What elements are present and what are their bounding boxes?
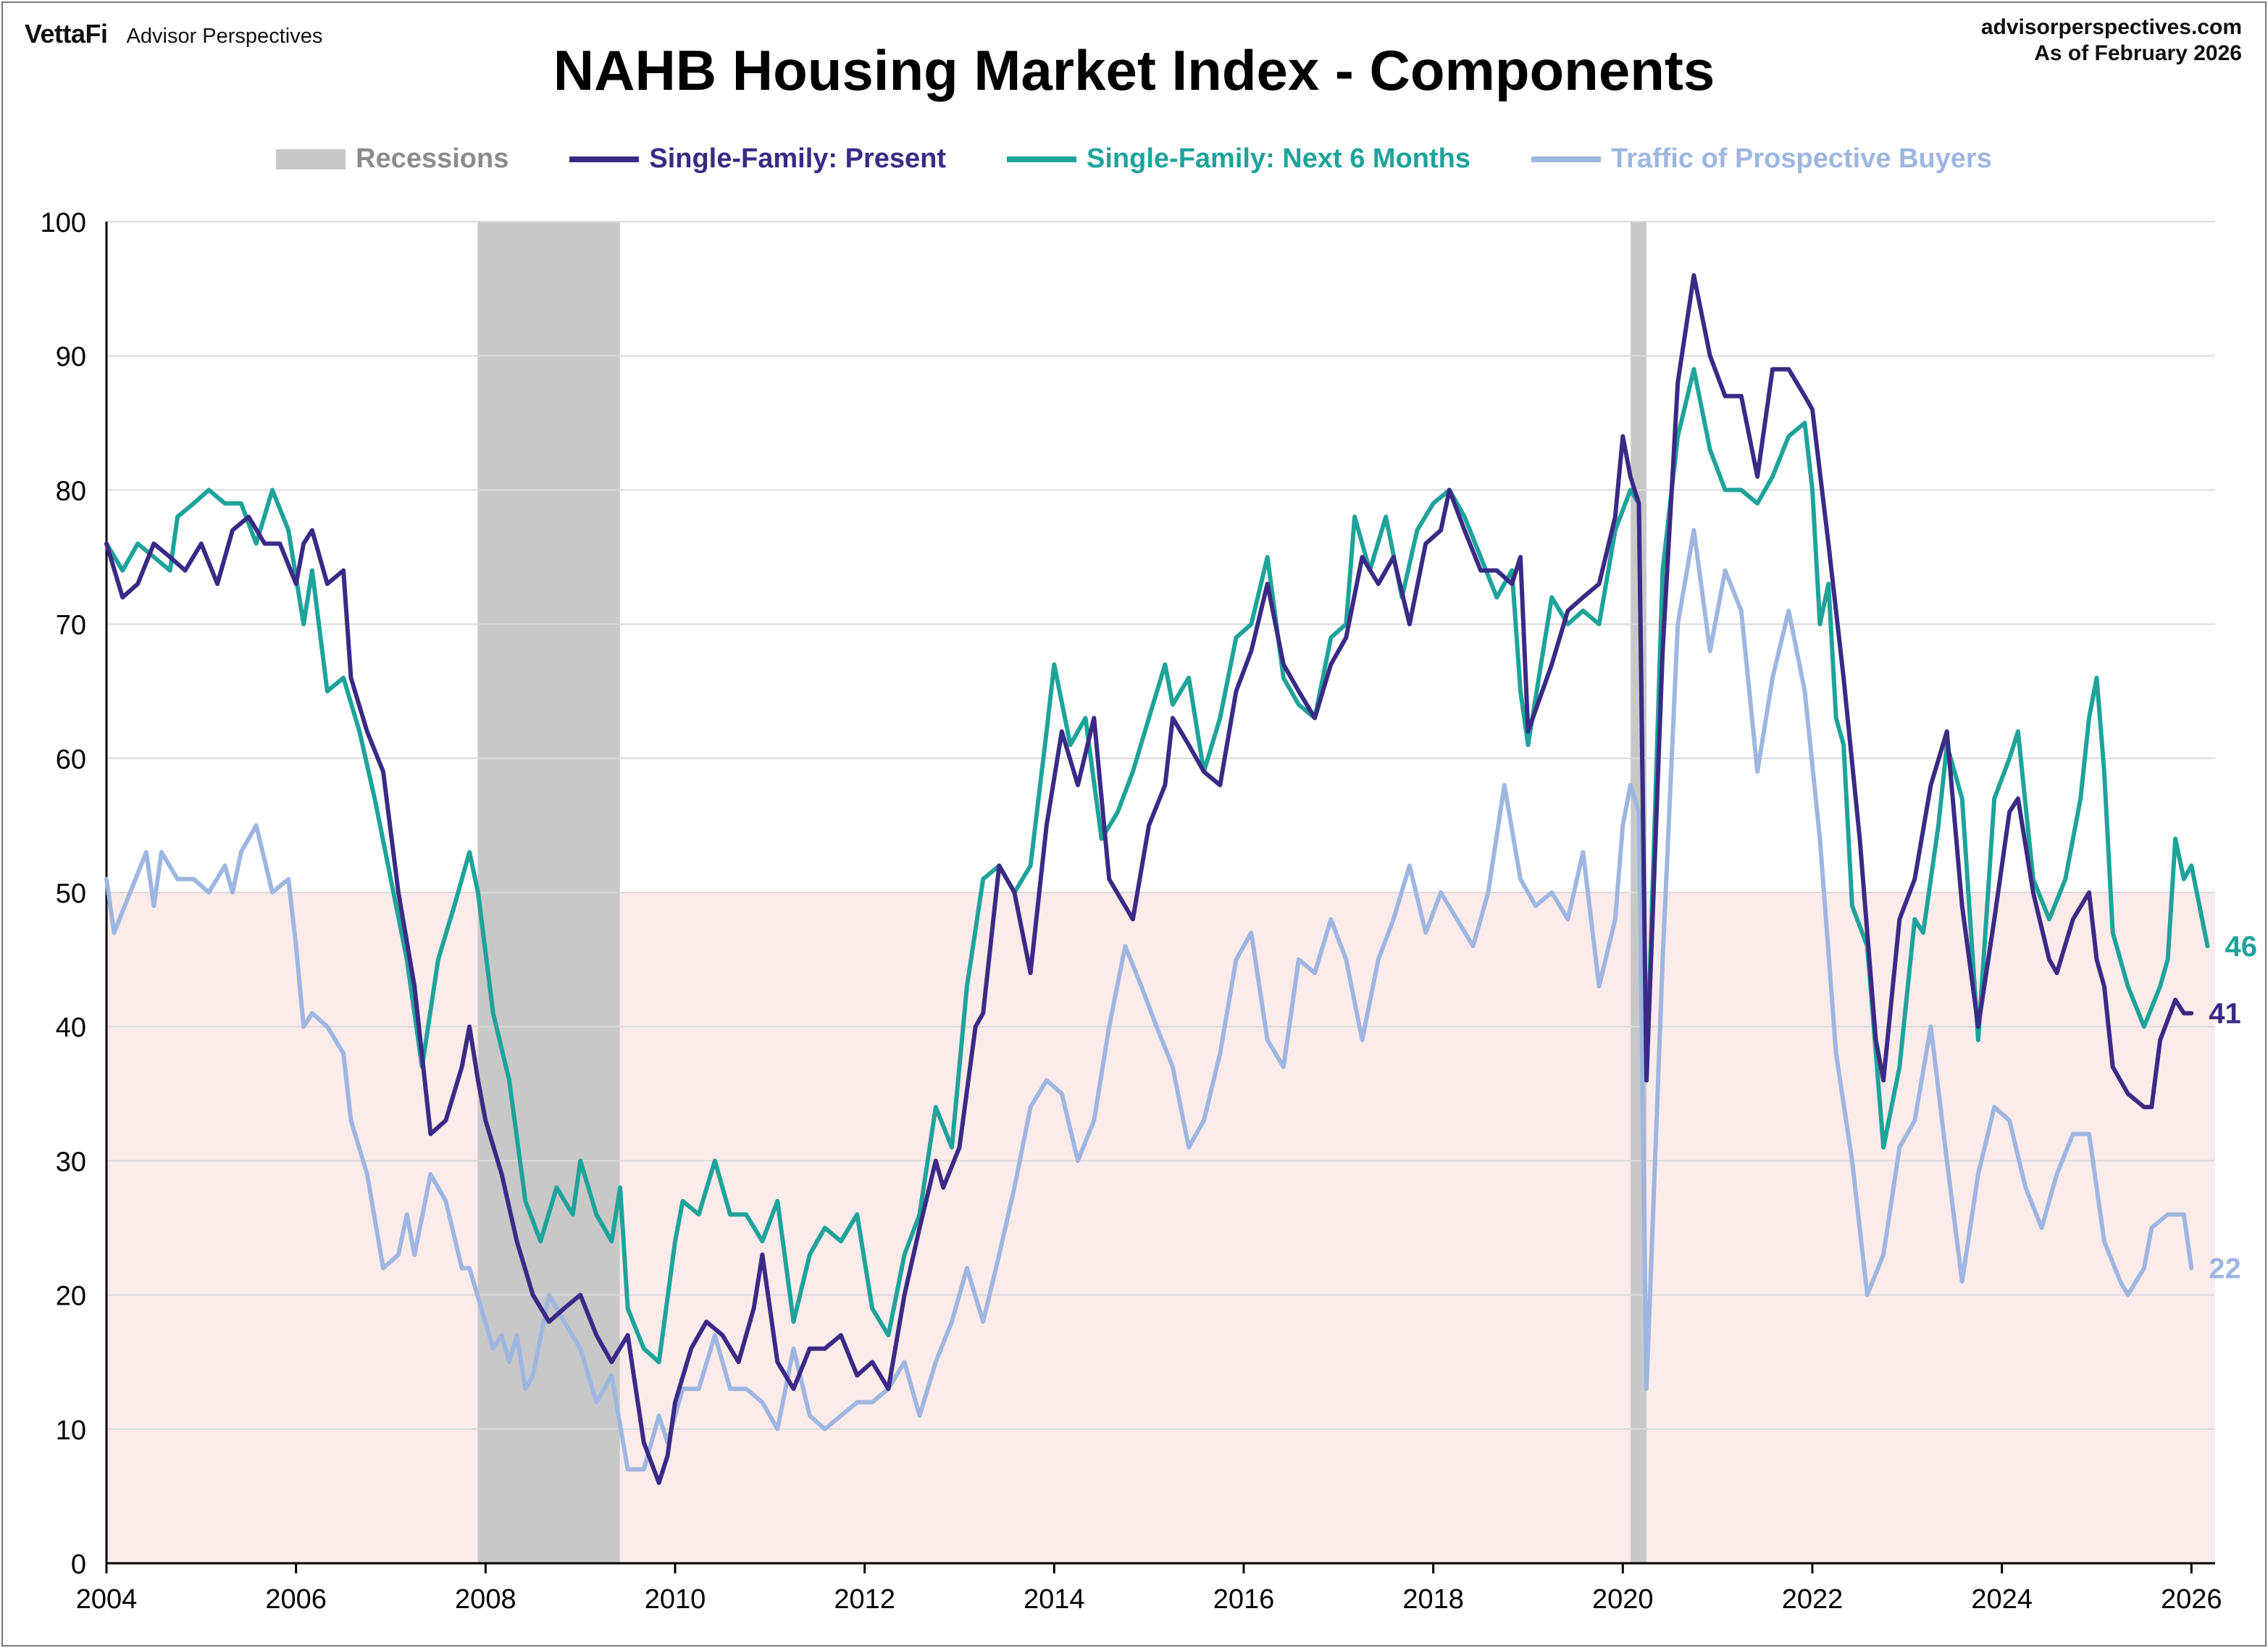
y-tick-label-80: 80 <box>56 476 86 506</box>
y-tick-label-40: 40 <box>56 1013 86 1043</box>
y-tick-label-0: 0 <box>71 1549 86 1580</box>
x-tick-label-2004: 2004 <box>76 1584 138 1615</box>
end-label-next6: 46 <box>2225 931 2258 963</box>
y-tick-label-30: 30 <box>56 1147 86 1177</box>
y-tick-label-60: 60 <box>56 745 86 775</box>
end-label-present: 41 <box>2209 998 2241 1030</box>
y-tick-label-90: 90 <box>56 342 86 372</box>
below-50-band <box>106 892 2215 1563</box>
x-tick-label-2010: 2010 <box>645 1584 706 1615</box>
x-tick-label-2022: 2022 <box>1782 1584 1844 1615</box>
y-tick-label-100: 100 <box>41 208 86 238</box>
x-tick-label-2026: 2026 <box>2161 1584 2222 1615</box>
y-tick-label-20: 20 <box>56 1281 86 1312</box>
x-tick-label-2008: 2008 <box>455 1584 516 1615</box>
x-tick-label-2024: 2024 <box>1971 1584 2033 1615</box>
x-tick-label-2020: 2020 <box>1592 1584 1654 1615</box>
x-tick-label-2014: 2014 <box>1024 1584 1085 1615</box>
x-tick-label-2006: 2006 <box>265 1584 327 1615</box>
x-tick-label-2016: 2016 <box>1213 1584 1275 1615</box>
y-tick-label-10: 10 <box>56 1415 86 1446</box>
y-tick-label-70: 70 <box>56 611 86 641</box>
y-tick-label-50: 50 <box>56 879 86 909</box>
x-tick-label-2018: 2018 <box>1402 1584 1464 1615</box>
x-tick-label-2012: 2012 <box>834 1584 895 1615</box>
end-label-traffic: 22 <box>2209 1253 2241 1285</box>
